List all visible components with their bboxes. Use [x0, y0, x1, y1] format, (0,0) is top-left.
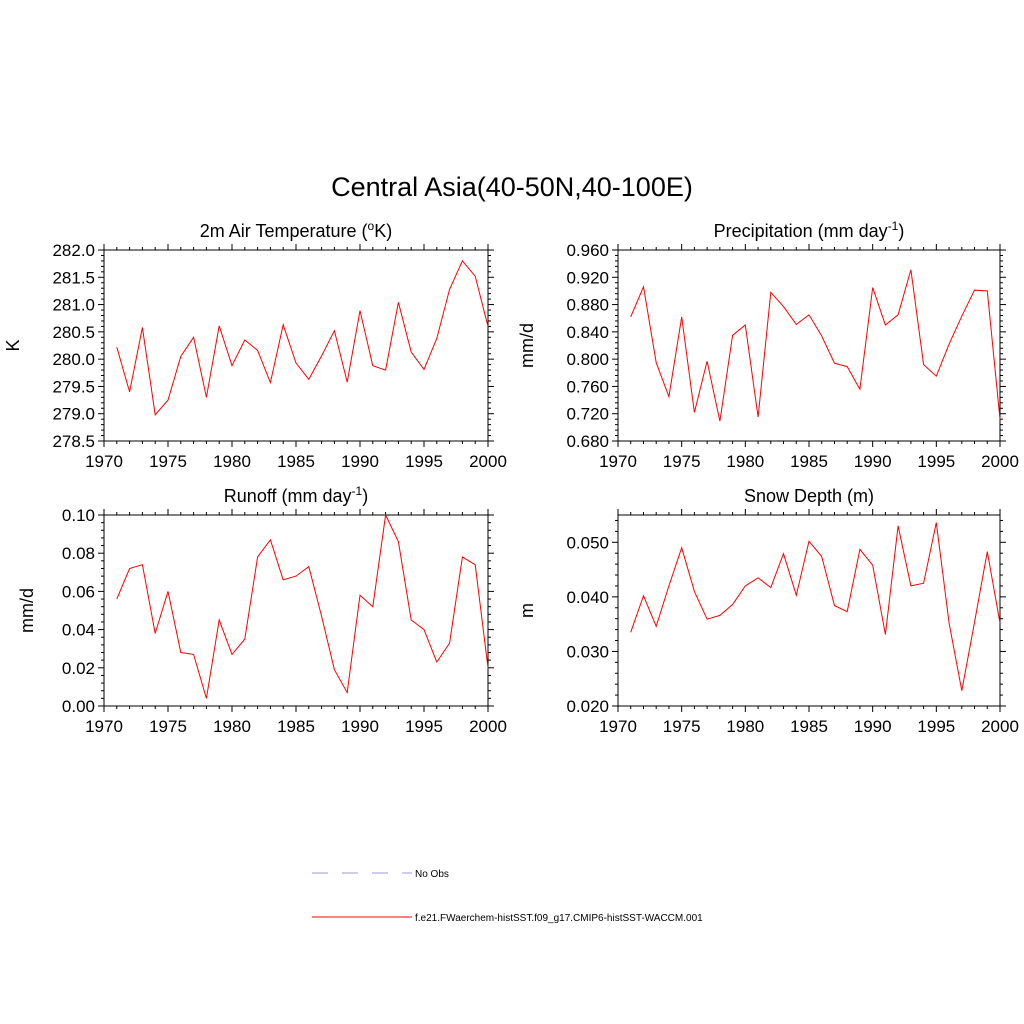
x-tick-label: 1975: [663, 452, 701, 471]
y-tick-label: 0.760: [566, 377, 609, 396]
y-tick-label: 0.050: [566, 533, 609, 552]
y-tick-label: 280.0: [52, 350, 95, 369]
y-tick-label: 282.0: [52, 241, 95, 260]
y-axis-label: m: [517, 603, 537, 618]
panel-title: Snow Depth (m): [744, 486, 874, 506]
y-tick-label: 0.06: [62, 582, 95, 601]
x-tick-label: 2000: [981, 452, 1019, 471]
legend-model-label: f.e21.FWaerchem-histSST.f09_g17.CMIP6-hi…: [415, 913, 703, 924]
x-tick-label: 1990: [854, 452, 892, 471]
y-axis-label: K: [3, 339, 23, 351]
x-tick-label: 1980: [213, 452, 251, 471]
y-tick-label: 0.08: [62, 544, 95, 563]
y-axis-label: mm/d: [517, 323, 537, 368]
x-tick-label: 1990: [854, 717, 892, 736]
y-tick-label: 0.840: [566, 323, 609, 342]
x-tick-label: 1980: [726, 452, 764, 471]
plot-frame: [103, 514, 489, 707]
y-tick-label: 0.10: [62, 506, 95, 525]
x-tick-label: 1980: [726, 717, 764, 736]
x-tick-label: 1985: [790, 452, 828, 471]
x-tick-label: 1980: [213, 717, 251, 736]
y-tick-label: 0.02: [62, 659, 95, 678]
panel-runoff: Runoff (mm day-1) mm/d 1970 1975 1980 1985 199…: [17, 484, 507, 736]
series-line: [630, 269, 1001, 422]
x-tick-label: 1970: [599, 717, 637, 736]
x-tick-label: 1970: [85, 717, 123, 736]
y-tick-label: 0.720: [566, 405, 609, 424]
x-tick-label: 1990: [341, 717, 379, 736]
x-tick-label: 1990: [341, 452, 379, 471]
y-tick-label: 280.5: [52, 323, 95, 342]
y-tick-label: 0.040: [566, 588, 609, 607]
y-tick-label: 279.0: [52, 405, 95, 424]
series-line: [630, 522, 1001, 691]
panel-precipitation: Precipitation (mm day-1) mm/d 1970 1975 1980…: [517, 219, 1019, 471]
x-tick-label: 1970: [85, 452, 123, 471]
y-tick-label: 0.680: [566, 432, 609, 451]
y-tick-label: 0.020: [566, 697, 609, 716]
figure-title: Central Asia(40-50N,40-100E): [331, 172, 693, 202]
panel-title: Precipitation (mm day-1): [714, 219, 905, 241]
x-tick-label: 1995: [405, 452, 443, 471]
y-tick-label: 278.5: [52, 432, 95, 451]
x-tick-label: 1985: [277, 452, 315, 471]
y-tick-label: 0.030: [566, 642, 609, 661]
x-tick-label: 1995: [917, 452, 955, 471]
x-tick-label: 2000: [469, 717, 507, 736]
y-axis-label: mm/d: [17, 588, 37, 633]
y-tick-label: 0.800: [566, 350, 609, 369]
x-tick-label: 1995: [405, 717, 443, 736]
x-tick-label: 1985: [277, 717, 315, 736]
y-tick-label: 0.880: [566, 296, 609, 315]
x-tick-label: 1975: [149, 717, 187, 736]
series-line: [116, 259, 489, 416]
plot-frame: [103, 249, 489, 442]
x-tick-label: 1995: [917, 717, 955, 736]
panel-air-temperature: 2m Air Temperature (oK) K 1970 1975 1980 1985…: [3, 219, 507, 471]
plot-frame: [617, 514, 1001, 707]
x-tick-label: 1975: [663, 717, 701, 736]
x-tick-label: 2000: [469, 452, 507, 471]
y-tick-label: 0.960: [566, 241, 609, 260]
x-tick-label: 1975: [149, 452, 187, 471]
y-tick-label: 281.0: [52, 296, 95, 315]
x-tick-label: 1970: [599, 452, 637, 471]
legend: No Obs f.e21.FWaerchem-histSST.f09_g17.C…: [312, 869, 703, 924]
panel-snow-depth: Snow Depth (m) m 1970 1975 1980 1985 1990 1995 2…: [517, 486, 1019, 736]
y-tick-label: 281.5: [52, 268, 95, 287]
x-tick-label: 1985: [790, 717, 828, 736]
y-tick-label: 279.5: [52, 377, 95, 396]
y-tick-label: 0.920: [566, 268, 609, 287]
x-tick-label: 2000: [981, 717, 1019, 736]
plot-frame: [617, 249, 1001, 442]
y-tick-label: 0.00: [62, 697, 95, 716]
panel-title: 2m Air Temperature (oK): [200, 219, 392, 241]
series-line: [116, 513, 489, 699]
panel-title: Runoff (mm day-1): [224, 484, 368, 506]
y-tick-label: 0.04: [62, 621, 95, 640]
legend-obs-label: No Obs: [415, 869, 449, 880]
